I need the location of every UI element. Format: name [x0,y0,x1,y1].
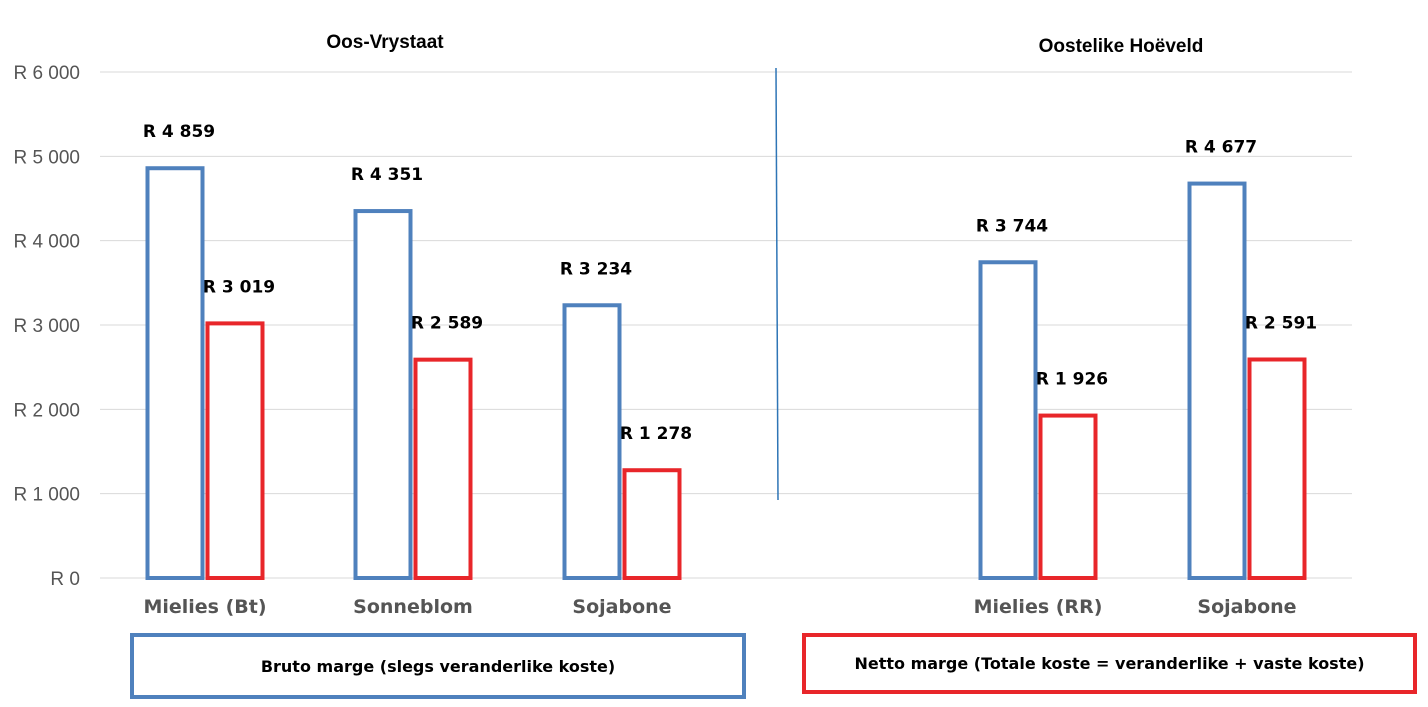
panel-title-oos-vrystaat: Oos-Vrystaat [326,32,444,53]
bar-netto [1247,357,1307,580]
y-axis-ticks: R 0 R 1 000 R 2 000 R 3 000 R 4 000 R 5 000 R … [13,63,80,590]
data-labels: R 4 859 R 3 019 R 4 351 R 2 589 R 3 234 R 1 2… [143,122,1317,444]
bar-bruto [562,303,622,580]
legend-netto-label: Netto marge (Totale koste = veranderlike… [854,654,1365,673]
y-tick-label: R 0 [50,569,80,590]
x-tick-label: Sojabone [1197,596,1296,618]
data-label-bruto: R 4 677 [1185,138,1257,158]
bar-netto [622,468,682,580]
panel-divider [775,67,779,501]
x-tick-label: Mielies (RR) [974,596,1103,618]
data-label-netto: R 1 278 [620,424,692,444]
x-axis-ticks: Mielies (Bt) Sonneblom Sojabone Mielies (RR… [143,596,1296,618]
legend-bruto-label: Bruto marge (slegs veranderlike koste) [260,656,616,676]
gridlines [100,71,1352,579]
data-label-bruto: R 4 351 [351,165,423,185]
bar-bruto [353,209,413,580]
y-tick-label: R 6 000 [13,63,80,84]
data-label-bruto: R 3 744 [976,216,1048,236]
data-label-netto: R 2 591 [1245,313,1317,333]
legend-bruto-marge: Bruto marge (slegs veranderlike koste) [130,633,746,699]
x-tick-label: Sojabone [572,596,671,618]
bar-netto [413,357,473,581]
y-tick-label: R 2 000 [13,400,80,421]
x-tick-label: Mielies (Bt) [143,596,266,618]
data-label-netto: R 2 589 [411,314,483,334]
panel-title-oostelike-hoeveld: Oostelike Hoëveld [1039,36,1204,57]
y-tick-label: R 1 000 [13,485,80,506]
legend-netto-marge: Netto marge (Totale koste = veranderlike… [802,633,1417,694]
data-label-netto: R 1 926 [1036,370,1108,390]
bar-netto [1038,413,1098,580]
data-label-bruto: R 3 234 [560,259,632,279]
y-tick-label: R 4 000 [13,232,80,253]
bar-netto [205,321,265,581]
data-label-bruto: R 4 859 [143,122,215,142]
y-tick-label: R 5 000 [13,147,80,168]
bars-group [145,166,1307,581]
x-tick-label: Sonneblom [353,596,473,618]
bar-bruto [978,260,1038,580]
bar-bruto [145,166,205,580]
y-tick-label: R 3 000 [13,316,80,337]
data-label-netto: R 3 019 [203,277,275,297]
bar-bruto [1187,181,1247,580]
